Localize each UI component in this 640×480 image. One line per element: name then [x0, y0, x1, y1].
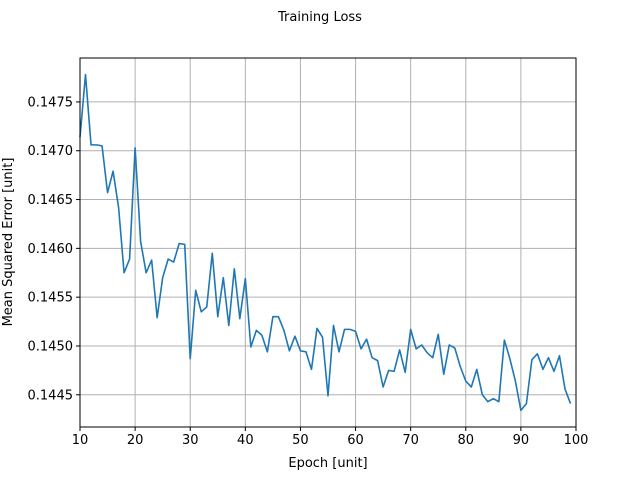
grid-layer	[79, 58, 577, 427]
x-tick-label: 90	[513, 433, 530, 448]
plot-frame	[79, 57, 577, 428]
series-layer	[79, 73, 572, 412]
x-tick-label: 10	[72, 433, 89, 448]
x-tick-label: 100	[564, 433, 589, 448]
y-tick-label: 0.1445	[28, 388, 74, 403]
x-tick-label: 60	[347, 433, 364, 448]
x-tick-label: 30	[182, 433, 199, 448]
y-tick-label: 0.1470	[28, 144, 74, 159]
x-axis-label: Epoch [unit]	[288, 456, 367, 471]
y-axis-label: Mean Squared Error [unit]	[1, 158, 16, 327]
chart-title: Training Loss	[277, 10, 362, 25]
y-tick-label: 0.1475	[28, 95, 74, 110]
x-tick-label: 20	[127, 433, 144, 448]
x-tick-label: 80	[458, 433, 475, 448]
tick-layer: 10 20 30 40 50 60 70 80 90 100 0.1445 0.1450 0.1455 0…	[28, 95, 589, 448]
y-tick-label: 0.1450	[28, 339, 74, 354]
x-tick-label: 50	[292, 433, 309, 448]
x-tick-label: 40	[237, 433, 254, 448]
y-tick-label: 0.1465	[28, 193, 74, 208]
x-tick-label: 70	[402, 433, 419, 448]
y-tick-label: 0.1455	[28, 291, 74, 306]
y-tick-label: 0.1460	[28, 242, 74, 257]
loss-series-line	[79, 73, 572, 412]
